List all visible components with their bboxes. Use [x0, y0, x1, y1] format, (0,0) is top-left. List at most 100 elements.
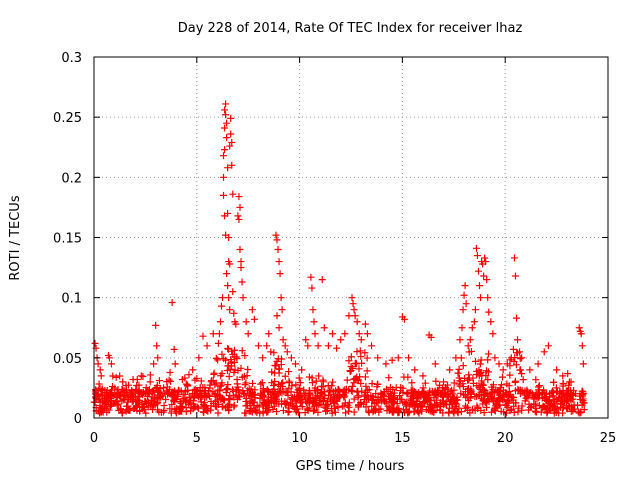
- data-point: [303, 405, 311, 413]
- data-point: [310, 318, 318, 326]
- data-point: [284, 392, 292, 400]
- data-point: [273, 408, 281, 416]
- data-point: [220, 173, 228, 181]
- data-point: [481, 391, 489, 399]
- data-point: [145, 386, 153, 394]
- data-point: [308, 284, 316, 292]
- data-point: [224, 344, 232, 352]
- data-point: [367, 392, 375, 400]
- data-point: [484, 294, 492, 302]
- data-point: [553, 405, 561, 413]
- data-point: [257, 380, 265, 388]
- data-point: [167, 377, 175, 385]
- data-point: [532, 408, 540, 416]
- data-point: [119, 378, 127, 386]
- data-point: [237, 258, 245, 266]
- data-point: [526, 366, 534, 374]
- data-point: [229, 190, 237, 198]
- data-point: [564, 405, 572, 413]
- data-point: [159, 408, 167, 416]
- data-point: [349, 300, 357, 308]
- data-point: [351, 312, 359, 320]
- data-point: [428, 387, 436, 395]
- data-point: [394, 354, 402, 362]
- data-point: [481, 254, 489, 262]
- data-point: [385, 374, 393, 382]
- data-point: [321, 388, 329, 396]
- data-point: [124, 393, 132, 401]
- data-point: [133, 381, 141, 389]
- data-point: [170, 393, 178, 401]
- data-point: [113, 392, 121, 400]
- data-point: [447, 388, 455, 396]
- data-point: [308, 379, 316, 387]
- data-point: [179, 391, 187, 399]
- data-point: [417, 403, 425, 411]
- data-point: [374, 393, 382, 401]
- data-point: [455, 365, 463, 373]
- data-point: [295, 393, 303, 401]
- data-point: [297, 399, 305, 407]
- data-point: [352, 359, 360, 367]
- data-point: [575, 324, 583, 332]
- data-point: [516, 355, 524, 363]
- x-axis-label: GPS time / hours: [296, 459, 405, 474]
- data-point: [229, 288, 237, 296]
- data-point: [473, 252, 481, 260]
- data-point: [399, 384, 407, 392]
- data-point: [517, 366, 525, 374]
- data-point: [487, 318, 495, 326]
- data-point: [422, 397, 430, 405]
- data-point: [199, 332, 207, 340]
- data-point: [227, 130, 235, 138]
- data-point: [453, 396, 461, 404]
- data-point: [408, 379, 416, 387]
- data-point: [432, 377, 440, 385]
- data-point: [197, 377, 205, 385]
- data-point: [482, 258, 490, 266]
- data-point: [390, 398, 398, 406]
- data-point: [171, 392, 179, 400]
- data-point: [189, 366, 197, 374]
- data-point: [191, 376, 199, 384]
- data-point: [512, 399, 520, 407]
- data-point: [457, 389, 465, 397]
- data-point: [431, 360, 439, 368]
- data-point: [241, 381, 249, 389]
- data-point: [210, 369, 218, 377]
- data-point: [374, 354, 382, 362]
- data-point: [404, 390, 412, 398]
- data-point: [147, 402, 155, 410]
- data-point: [477, 379, 485, 387]
- data-point: [139, 373, 147, 381]
- data-point: [235, 215, 243, 223]
- data-point: [94, 360, 102, 368]
- data-point: [527, 402, 535, 410]
- data-point: [368, 402, 376, 410]
- data-point: [242, 402, 250, 410]
- data-point: [298, 394, 306, 402]
- data-point: [348, 294, 356, 302]
- data-point: [346, 367, 354, 375]
- data-point: [218, 350, 226, 358]
- data-points: [90, 100, 588, 417]
- data-point: [333, 393, 341, 401]
- data-point: [350, 306, 358, 314]
- data-point: [317, 393, 325, 401]
- data-point: [219, 294, 226, 302]
- data-point: [263, 386, 271, 394]
- chart-title: Day 228 of 2014, Rate Of TEC Index for r…: [178, 21, 523, 36]
- data-point: [345, 399, 353, 407]
- data-point: [209, 377, 217, 385]
- data-point: [446, 366, 454, 374]
- data-point: [548, 402, 556, 410]
- data-point: [198, 393, 206, 401]
- data-point: [165, 376, 173, 384]
- data-point: [285, 368, 293, 376]
- data-point: [204, 387, 212, 395]
- data-point: [259, 408, 267, 416]
- data-point: [217, 372, 225, 380]
- data-point: [375, 405, 383, 413]
- data-point: [242, 409, 250, 417]
- data-point: [133, 396, 141, 404]
